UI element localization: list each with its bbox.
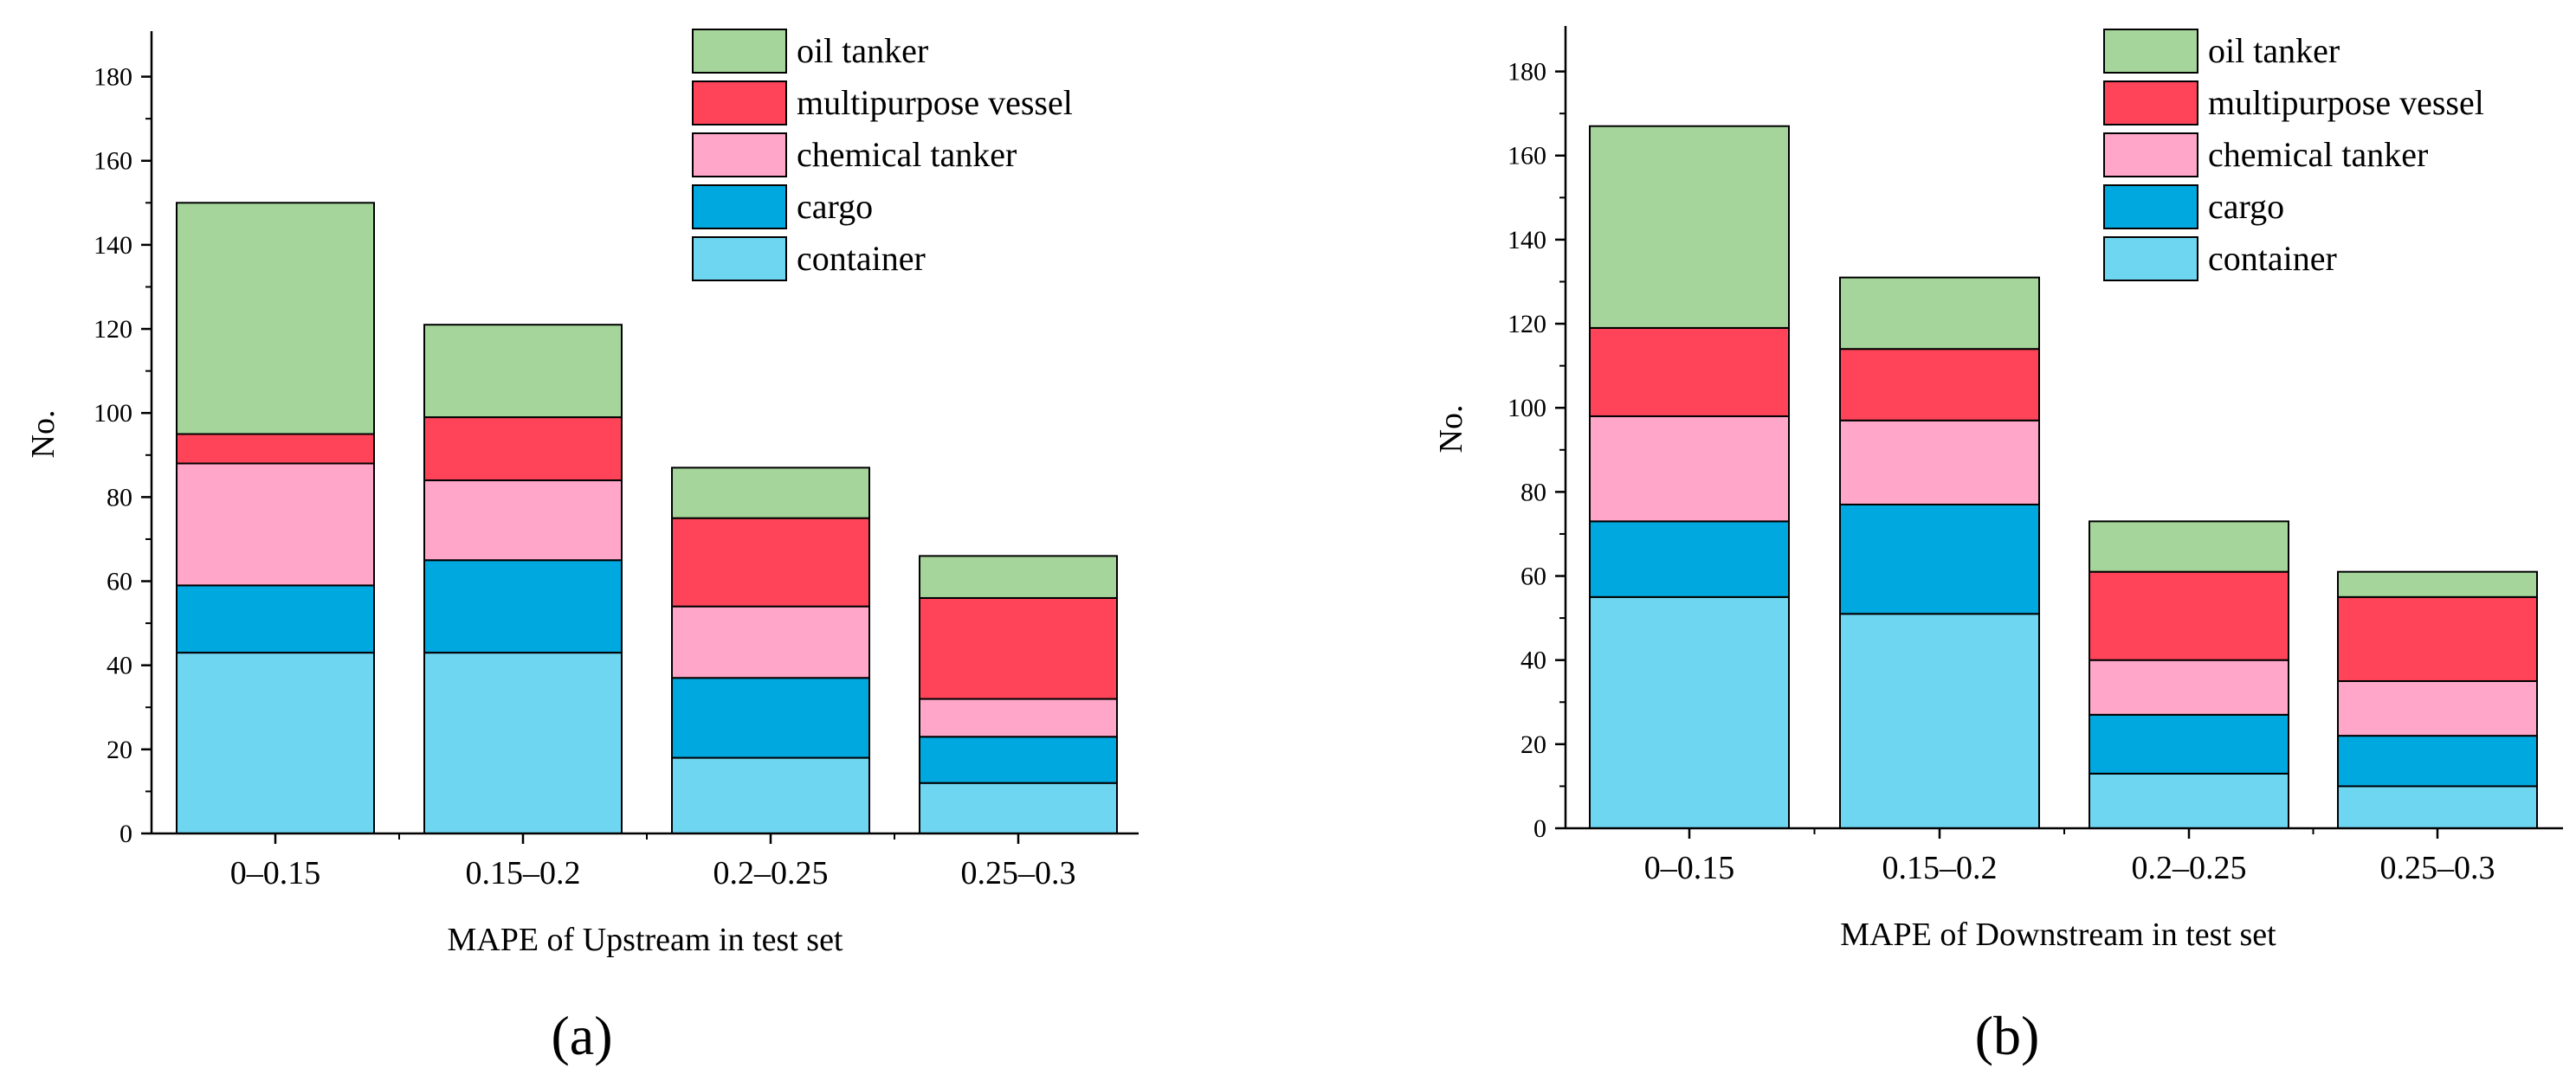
y-tick-label-b-20: 20	[1520, 730, 1546, 759]
bar-a-cargo-1	[423, 559, 623, 654]
chart-b-downstream: 0 20 40 60 80 100 120 140 160 180 0–0.15 0.15–0.2 0.…	[1433, 26, 2563, 953]
bar-b-cargo-3	[2337, 735, 2538, 788]
bar-b-container-2	[2089, 772, 2289, 829]
legend-swatch-a-cargo	[692, 184, 787, 229]
bar-b-oil-tanker-0	[1589, 125, 1790, 329]
y-tick-label-a-120: 120	[94, 315, 132, 344]
bar-b-chemical-tanker-3	[2337, 679, 2538, 737]
y-tick-label-b-60: 60	[1520, 563, 1546, 591]
x-tick-label-b-2: 0.2–0.25	[2132, 850, 2247, 886]
x-axis-title-b: MAPE of Downstream in test set	[1840, 917, 2276, 953]
y-tick-label-b-160: 160	[1508, 142, 1546, 170]
bar-a-oil-tanker-3	[919, 555, 1118, 599]
bar-a-container-3	[919, 782, 1118, 834]
bar-b-multipurpose-vessel-2	[2089, 570, 2289, 661]
legend-label-b-chemical-tanker: chemical tanker	[2208, 135, 2428, 174]
bar-a-multipurpose-vessel-3	[919, 596, 1118, 700]
legend-swatch-a-chemical-tanker	[692, 132, 787, 177]
bar-b-cargo-1	[1839, 503, 2040, 615]
y-tick-label-b-180: 180	[1508, 58, 1546, 87]
bar-a-cargo-0	[176, 584, 375, 654]
bar-a-oil-tanker-2	[671, 466, 870, 519]
legend-label-a-cargo: cargo	[797, 187, 873, 226]
bar-a-container-1	[423, 652, 623, 835]
y-tick-label-b-100: 100	[1508, 394, 1546, 422]
legend-swatch-a-oil-tanker	[692, 29, 787, 74]
x-tick-label-a-1: 0.15–0.2	[466, 855, 581, 891]
bar-b-container-0	[1589, 595, 1790, 829]
bar-b-chemical-tanker-1	[1839, 419, 2040, 505]
bar-a-oil-tanker-0	[176, 202, 375, 435]
legend-swatch-a-multipurpose-vessel	[692, 80, 787, 125]
y-tick-label-a-60: 60	[107, 568, 132, 596]
legend-label-b-oil-tanker: oil tanker	[2208, 31, 2340, 70]
bar-a-chemical-tanker-0	[176, 462, 375, 587]
y-tick-label-b-80: 80	[1520, 478, 1546, 506]
bar-a-oil-tanker-1	[423, 324, 623, 419]
y-tick-label-a-100: 100	[94, 399, 132, 428]
y-tick-label-a-160: 160	[94, 147, 132, 176]
chart-a-upstream: 0 20 40 60 80 100 120 140 160 180 0–0.15 0.15–0.2 0.…	[25, 29, 1139, 958]
legend-label-a-chemical-tanker: chemical tanker	[797, 135, 1017, 174]
y-tick-label-b-120: 120	[1508, 310, 1546, 338]
y-tick-label-b-40: 40	[1520, 647, 1546, 675]
bar-b-container-1	[1839, 613, 2040, 829]
bar-b-oil-tanker-1	[1839, 276, 2040, 351]
legend-swatch-b-cargo	[2103, 184, 2198, 229]
x-tick-label-a-3: 0.25–0.3	[961, 855, 1076, 891]
legend-label-b-multipurpose-vessel: multipurpose vessel	[2208, 83, 2484, 122]
y-tick-label-a-20: 20	[107, 736, 132, 764]
bar-b-multipurpose-vessel-0	[1589, 326, 1790, 417]
x-tick-label-b-3: 0.25–0.3	[2380, 850, 2495, 886]
legend-swatch-b-chemical-tanker	[2103, 132, 2198, 177]
legend-swatch-a-container	[692, 236, 787, 281]
y-axis-title-a: No.	[25, 410, 61, 459]
x-axis-title-a: MAPE of Upstream in test set	[447, 922, 843, 958]
bar-b-chemical-tanker-0	[1589, 415, 1790, 523]
bar-b-cargo-2	[2089, 713, 2289, 775]
legend-label-b-cargo: cargo	[2208, 187, 2284, 226]
panel-label-a: (a)	[551, 1005, 612, 1066]
bar-a-container-2	[671, 756, 870, 835]
bar-b-oil-tanker-3	[2337, 570, 2538, 598]
bar-a-multipurpose-vessel-2	[671, 517, 870, 608]
legend-label-b-container: container	[2208, 239, 2337, 278]
bar-a-multipurpose-vessel-1	[423, 416, 623, 481]
bar-b-oil-tanker-2	[2089, 520, 2289, 573]
x-tick-label-a-0: 0–0.15	[230, 855, 321, 891]
legend-swatch-b-multipurpose-vessel	[2103, 80, 2198, 125]
panel-label-b: (b)	[1975, 1005, 2040, 1066]
x-tick-label-a-2: 0.2–0.25	[713, 855, 829, 891]
y-tick-label-b-140: 140	[1508, 226, 1546, 254]
legend-label-a-oil-tanker: oil tanker	[797, 31, 928, 70]
bar-b-chemical-tanker-2	[2089, 659, 2289, 716]
y-tick-label-a-180: 180	[94, 63, 132, 92]
bar-b-multipurpose-vessel-3	[2337, 595, 2538, 682]
bar-b-multipurpose-vessel-1	[1839, 348, 2040, 421]
bar-a-cargo-3	[919, 736, 1118, 784]
bar-a-container-0	[176, 652, 375, 835]
x-tick-label-b-1: 0.15–0.2	[1882, 850, 1998, 886]
bar-a-chemical-tanker-1	[423, 479, 623, 562]
bar-b-container-3	[2337, 785, 2538, 830]
y-tick-label-a-140: 140	[94, 231, 132, 260]
y-tick-label-a-40: 40	[107, 652, 132, 680]
y-tick-label-b-0: 0	[1533, 814, 1546, 843]
bar-a-chemical-tanker-2	[671, 605, 870, 679]
y-axis-title-b: No.	[1433, 405, 1469, 454]
legend-swatch-b-container	[2103, 236, 2198, 281]
bar-a-chemical-tanker-3	[919, 698, 1118, 738]
bar-a-cargo-2	[671, 677, 870, 759]
y-tick-label-a-80: 80	[107, 483, 132, 511]
bar-b-cargo-0	[1589, 520, 1790, 598]
bar-a-multipurpose-vessel-0	[176, 433, 375, 465]
legend-label-a-container: container	[797, 239, 926, 278]
legend-swatch-b-oil-tanker	[2103, 29, 2198, 74]
x-tick-label-b-0: 0–0.15	[1644, 850, 1735, 886]
y-tick-label-a-0: 0	[119, 820, 132, 848]
legend-label-a-multipurpose-vessel: multipurpose vessel	[797, 83, 1073, 122]
